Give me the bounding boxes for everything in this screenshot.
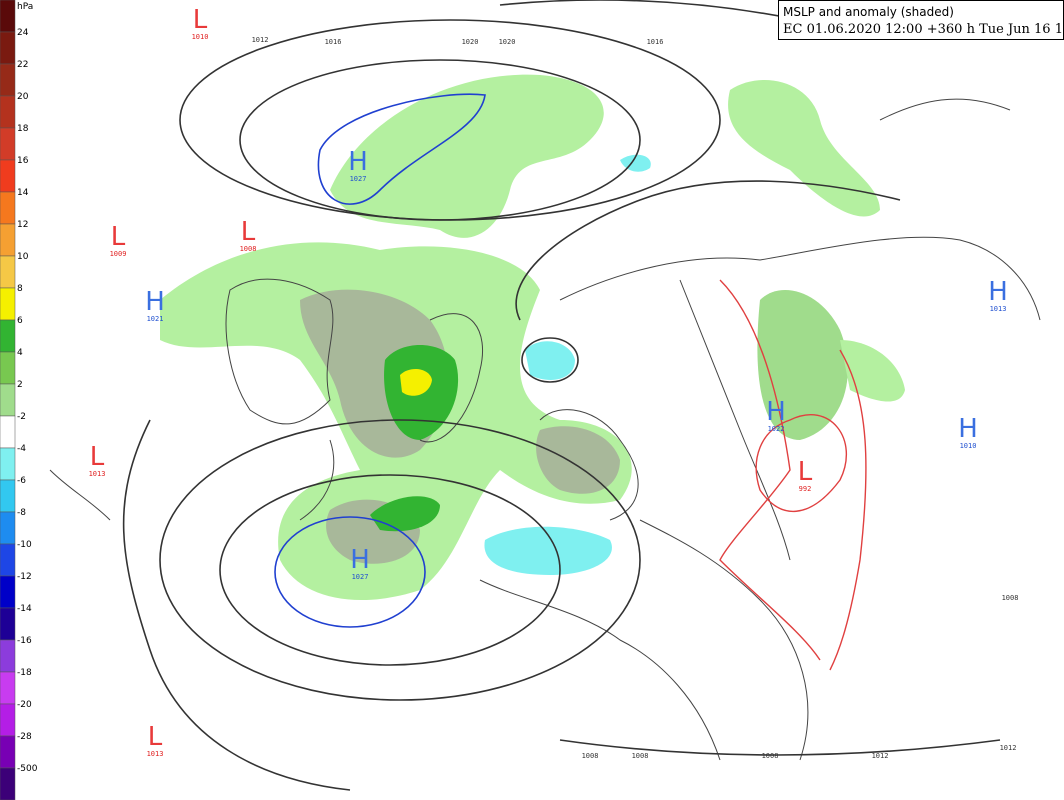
pressure-center-value: 1022 bbox=[768, 425, 785, 433]
pressure-center-value: 1027 bbox=[350, 175, 367, 183]
colorbar-box bbox=[0, 0, 16, 33]
pressure-center-letter: L bbox=[111, 222, 126, 252]
colorbar-box bbox=[0, 767, 16, 800]
pressure-center-letter: H bbox=[988, 277, 1008, 307]
colorbar-box bbox=[0, 95, 16, 129]
map-subtitle: EC 01.06.2020 12:00 +360 h Tue Jun 16 12… bbox=[783, 22, 1064, 37]
isobar-label: 1008 bbox=[1002, 594, 1019, 602]
colorbar-box bbox=[0, 319, 16, 353]
pressure-center-letter: L bbox=[193, 5, 208, 35]
colorbar-box bbox=[0, 639, 16, 673]
pressure-center-value: 1009 bbox=[110, 250, 127, 258]
colorbar-unit: hPa bbox=[17, 2, 33, 12]
anomaly-shading bbox=[160, 74, 905, 600]
colorbar-label: -28 bbox=[17, 732, 32, 742]
colorbar-box bbox=[0, 575, 16, 609]
colorbar-label: -10 bbox=[17, 540, 32, 550]
high-contours bbox=[274, 93, 486, 628]
colorbar-label: -12 bbox=[17, 572, 32, 582]
isobar-label: 1012 bbox=[1000, 744, 1017, 752]
colorbar: hPa 24 22 20 18 16 14 12 10 8 6 4 2 -2 -4 -6 -8 -10 -12 -14… bbox=[0, 0, 38, 800]
pressure-center-value: 1010 bbox=[192, 33, 209, 41]
pressure-center-value: 1013 bbox=[89, 470, 106, 478]
pressure-center-value: 1010 bbox=[960, 442, 977, 450]
coastlines bbox=[49, 98, 1041, 761]
colorbar-box bbox=[0, 383, 16, 417]
colorbar-label: 20 bbox=[17, 92, 29, 102]
isobar-label: 1008 bbox=[762, 752, 779, 760]
isobar-label: 1008 bbox=[582, 752, 599, 760]
pressure-center-letter: L bbox=[90, 442, 105, 472]
colorbar-label: 4 bbox=[17, 348, 23, 358]
colorbar-label: 18 bbox=[17, 124, 29, 134]
colorbar-box bbox=[0, 223, 16, 257]
colorbar-label: -6 bbox=[17, 476, 26, 486]
colorbar-box bbox=[0, 191, 16, 225]
colorbar-label: 22 bbox=[17, 60, 28, 70]
pressure-center-letter: L bbox=[798, 457, 813, 487]
pressure-center-value: 1013 bbox=[990, 305, 1007, 313]
isobar-label: 1012 bbox=[252, 36, 269, 44]
isobar-label: 1016 bbox=[325, 38, 342, 46]
colorbar-box bbox=[0, 287, 16, 321]
colorbar-box bbox=[0, 447, 16, 481]
pressure-center-value: 1027 bbox=[352, 573, 369, 581]
colorbar-label: -2 bbox=[17, 412, 26, 422]
colorbar-label: 16 bbox=[17, 156, 29, 166]
colorbar-box bbox=[0, 415, 16, 449]
pressure-center-value: 992 bbox=[799, 485, 812, 493]
colorbar-box bbox=[0, 607, 16, 641]
colorbar-label: -16 bbox=[17, 636, 32, 646]
pressure-center-letter: H bbox=[766, 397, 786, 427]
colorbar-label: 10 bbox=[17, 252, 29, 262]
isobar-label: 1016 bbox=[647, 38, 664, 46]
colorbar-box bbox=[0, 127, 16, 161]
colorbar-box bbox=[0, 351, 16, 385]
colorbar-box bbox=[0, 479, 16, 513]
isobar-label: 1020 bbox=[462, 38, 479, 46]
pressure-center-letter: L bbox=[241, 217, 256, 247]
pressure-center-value: 1021 bbox=[147, 315, 164, 323]
colorbar-box bbox=[0, 255, 16, 289]
colorbar-label: 14 bbox=[17, 188, 29, 198]
colorbar-label: -8 bbox=[17, 508, 26, 518]
map-title: MSLP and anomaly (shaded) bbox=[783, 5, 954, 19]
colorbar-label: -20 bbox=[17, 700, 32, 710]
colorbar-label: 24 bbox=[17, 28, 29, 38]
pressure-center-letter: H bbox=[145, 287, 165, 317]
colorbar-label: 2 bbox=[17, 380, 23, 390]
title-box: MSLP and anomaly (shaded) EC 01.06.2020 … bbox=[778, 0, 1064, 40]
pressure-center-value: 1008 bbox=[240, 245, 257, 253]
colorbar-label: 8 bbox=[17, 284, 23, 294]
colorbar-box bbox=[0, 31, 16, 65]
colorbar-label: -14 bbox=[17, 604, 32, 614]
colorbar-label: -18 bbox=[17, 668, 32, 678]
colorbar-label: 12 bbox=[17, 220, 28, 230]
colorbar-box bbox=[0, 511, 16, 545]
pressure-center-letter: H bbox=[958, 414, 978, 444]
isobar-label: 1020 bbox=[499, 38, 516, 46]
colorbar-label: -4 bbox=[17, 444, 26, 454]
colorbar-box bbox=[0, 735, 16, 769]
colorbar-box bbox=[0, 543, 16, 577]
colorbar-box bbox=[0, 703, 16, 737]
colorbar-box bbox=[0, 63, 16, 97]
isobar-label: 1008 bbox=[632, 752, 649, 760]
colorbar-label: 6 bbox=[17, 316, 23, 326]
isobars bbox=[122, 0, 1001, 791]
colorbar-box bbox=[0, 159, 16, 193]
colorbar-box bbox=[0, 671, 16, 705]
pressure-center-letter: H bbox=[350, 545, 370, 575]
pressure-center-value: 1013 bbox=[147, 750, 164, 758]
pressure-center-letter: L bbox=[148, 722, 163, 752]
isobar-label: 1012 bbox=[872, 752, 889, 760]
low-contours bbox=[719, 279, 867, 671]
pressure-center-letter: H bbox=[348, 147, 368, 177]
colorbar-label: -500 bbox=[17, 764, 38, 774]
